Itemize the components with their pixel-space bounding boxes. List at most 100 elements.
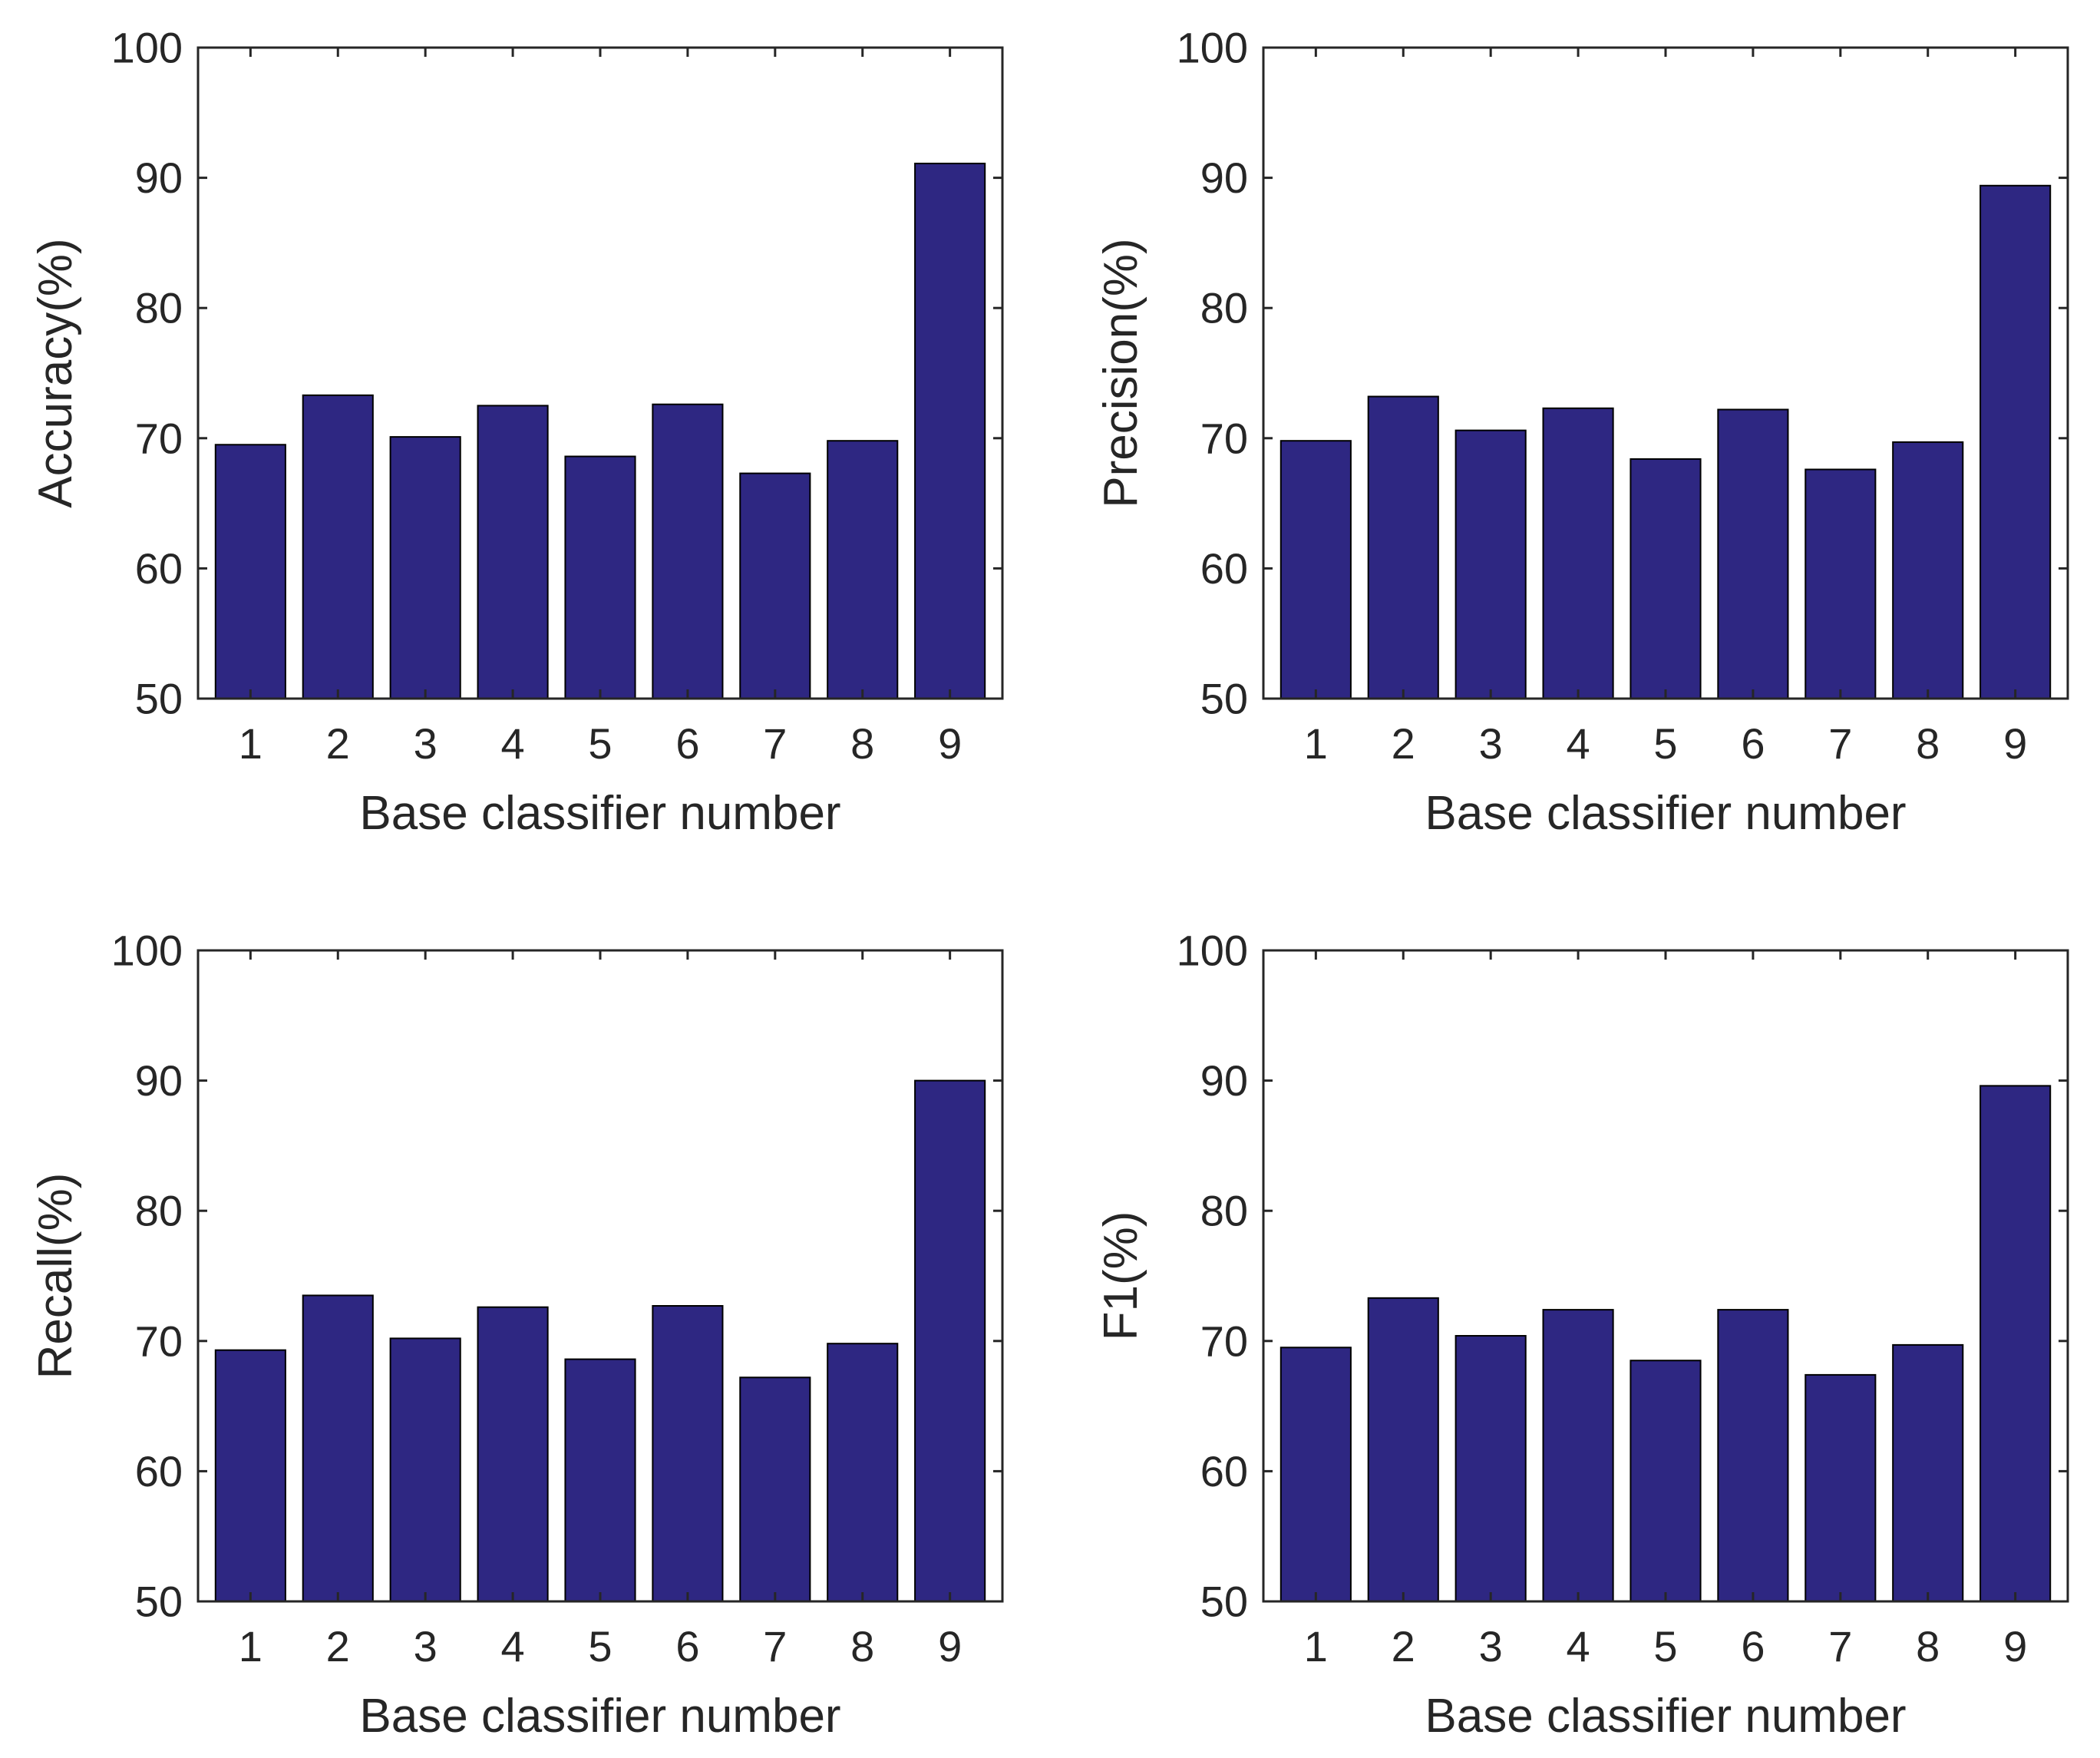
accuracy-ytick-label-60: 60 [135, 544, 183, 593]
accuracy-xtick-label-6: 6 [675, 719, 699, 768]
f1-ytick-label-50: 50 [1200, 1578, 1248, 1626]
recall-xtick-label-3: 3 [414, 1622, 438, 1670]
f1-bar-9 [1979, 1085, 2052, 1603]
f1-xtick-label-1: 1 [1304, 1622, 1328, 1670]
recall-xtick-label-1: 1 [239, 1622, 262, 1670]
accuracy-ytick-label-80: 80 [135, 284, 183, 332]
accuracy-bar-3 [389, 436, 461, 699]
accuracy-y-axis-label: Accuracy(%) [29, 238, 82, 507]
recall-xtick-label-7: 7 [763, 1622, 787, 1670]
accuracy-bar-5 [564, 455, 636, 699]
accuracy-bar-6 [652, 403, 724, 699]
precision-bar-5 [1629, 458, 1702, 699]
f1-x-axis-label: Base classifier number [1425, 1690, 1906, 1743]
accuracy-bar-4 [477, 405, 549, 700]
precision-xtick-label-4: 4 [1567, 719, 1590, 768]
recall-ytick-label-100: 100 [111, 927, 183, 975]
recall-y-axis-label: Recall(%) [29, 1173, 82, 1380]
accuracy-bar-8 [827, 440, 899, 700]
precision-chart: 50 60 70 80 90 100 1 2 3 4 5 6 7 8 9 Base classifier nu… [1095, 24, 2069, 840]
f1-xtick-label-6: 6 [1741, 1622, 1765, 1670]
precision-ytick-label-100: 100 [1177, 24, 1248, 72]
precision-xtick-label-1: 1 [1304, 719, 1328, 768]
accuracy-xtick-label-8: 8 [850, 719, 874, 768]
precision-xtick-label-2: 2 [1392, 719, 1415, 768]
precision-bar-1 [1279, 440, 1352, 700]
recall-bar-6 [652, 1305, 724, 1603]
f1-ytick-label-60: 60 [1200, 1447, 1248, 1495]
accuracy-chart: 50 60 70 80 90 100 1 2 3 4 5 6 7 8 9 Base classifier nu… [29, 24, 1004, 840]
recall-xtick-label-4: 4 [501, 1622, 525, 1670]
f1-xtick-label-5: 5 [1653, 1622, 1677, 1670]
recall-bar-5 [564, 1358, 636, 1602]
recall-xtick-label-8: 8 [850, 1622, 874, 1670]
recall-ytick-label-90: 90 [135, 1056, 183, 1105]
accuracy-ytick-label-90: 90 [135, 154, 183, 202]
accuracy-ytick-label-50: 50 [135, 675, 183, 723]
accuracy-xtick-label-7: 7 [763, 719, 787, 768]
f1-bar-5 [1629, 1360, 1702, 1602]
accuracy-x-axis-label: Base classifier number [359, 787, 840, 840]
precision-x-axis-label: Base classifier number [1425, 787, 1906, 840]
recall-ytick-label-50: 50 [135, 1578, 183, 1626]
accuracy-bar-9 [914, 162, 986, 700]
accuracy-xtick-label-1: 1 [239, 719, 262, 768]
accuracy-bar-7 [739, 472, 811, 699]
accuracy-bar-1 [214, 444, 286, 700]
precision-xtick-label-9: 9 [2003, 719, 2027, 768]
precision-bar-4 [1542, 407, 1614, 699]
recall-chart: 50 60 70 80 90 100 1 2 3 4 5 6 7 8 9 Base classifier nu… [29, 927, 1004, 1743]
precision-y-axis-label: Precision(%) [1095, 238, 1147, 507]
precision-ytick-label-70: 70 [1200, 414, 1248, 462]
recall-bar-1 [214, 1349, 286, 1602]
f1-ytick-label-70: 70 [1200, 1317, 1248, 1365]
f1-bar-7 [1804, 1373, 1877, 1602]
f1-ytick-label-80: 80 [1200, 1187, 1248, 1235]
precision-bar-3 [1454, 429, 1527, 700]
precision-xtick-label-6: 6 [1741, 719, 1765, 768]
precision-ytick-label-60: 60 [1200, 544, 1248, 593]
accuracy-ytick-label-70: 70 [135, 414, 183, 462]
accuracy-xtick-label-9: 9 [938, 719, 962, 768]
recall-ytick-label-70: 70 [135, 1317, 183, 1365]
precision-xtick-label-7: 7 [1828, 719, 1852, 768]
recall-xtick-label-6: 6 [675, 1622, 699, 1670]
f1-xtick-label-2: 2 [1392, 1622, 1415, 1670]
precision-bar-6 [1717, 408, 1789, 699]
f1-y-axis-label: F1(%) [1095, 1211, 1147, 1341]
f1-xtick-label-9: 9 [2003, 1622, 2027, 1670]
precision-xtick-label-5: 5 [1653, 719, 1677, 768]
accuracy-xtick-label-5: 5 [588, 719, 612, 768]
accuracy-xtick-label-2: 2 [326, 719, 350, 768]
f1-xtick-label-7: 7 [1828, 1622, 1852, 1670]
f1-xtick-label-3: 3 [1479, 1622, 1503, 1670]
precision-bar-8 [1892, 441, 1964, 699]
recall-ytick-label-80: 80 [135, 1187, 183, 1235]
recall-bar-2 [302, 1294, 374, 1602]
recall-xtick-label-2: 2 [326, 1622, 350, 1670]
precision-ytick-label-90: 90 [1200, 154, 1248, 202]
recall-bar-3 [389, 1337, 461, 1602]
recall-bar-7 [739, 1376, 811, 1602]
precision-xtick-label-8: 8 [1916, 719, 1940, 768]
accuracy-bar-2 [302, 394, 374, 699]
f1-ytick-label-90: 90 [1200, 1056, 1248, 1105]
f1-xtick-label-8: 8 [1916, 1622, 1940, 1670]
f1-bar-1 [1279, 1347, 1352, 1603]
f1-ytick-label-100: 100 [1177, 927, 1248, 975]
recall-ytick-label-60: 60 [135, 1447, 183, 1495]
recall-xtick-label-5: 5 [588, 1622, 612, 1670]
f1-bar-3 [1454, 1335, 1527, 1602]
recall-bar-4 [477, 1306, 549, 1602]
precision-ytick-label-80: 80 [1200, 284, 1248, 332]
precision-bar-7 [1804, 468, 1877, 700]
f1-bar-2 [1367, 1297, 1439, 1603]
precision-ytick-label-50: 50 [1200, 675, 1248, 723]
precision-bar-2 [1367, 395, 1439, 699]
accuracy-xtick-label-3: 3 [414, 719, 438, 768]
recall-bar-9 [914, 1079, 986, 1602]
recall-x-axis-label: Base classifier number [359, 1690, 840, 1743]
f1-chart: 50 60 70 80 90 100 1 2 3 4 5 6 7 8 9 Base classifier nu… [1095, 927, 2069, 1743]
f1-bar-4 [1542, 1309, 1614, 1602]
